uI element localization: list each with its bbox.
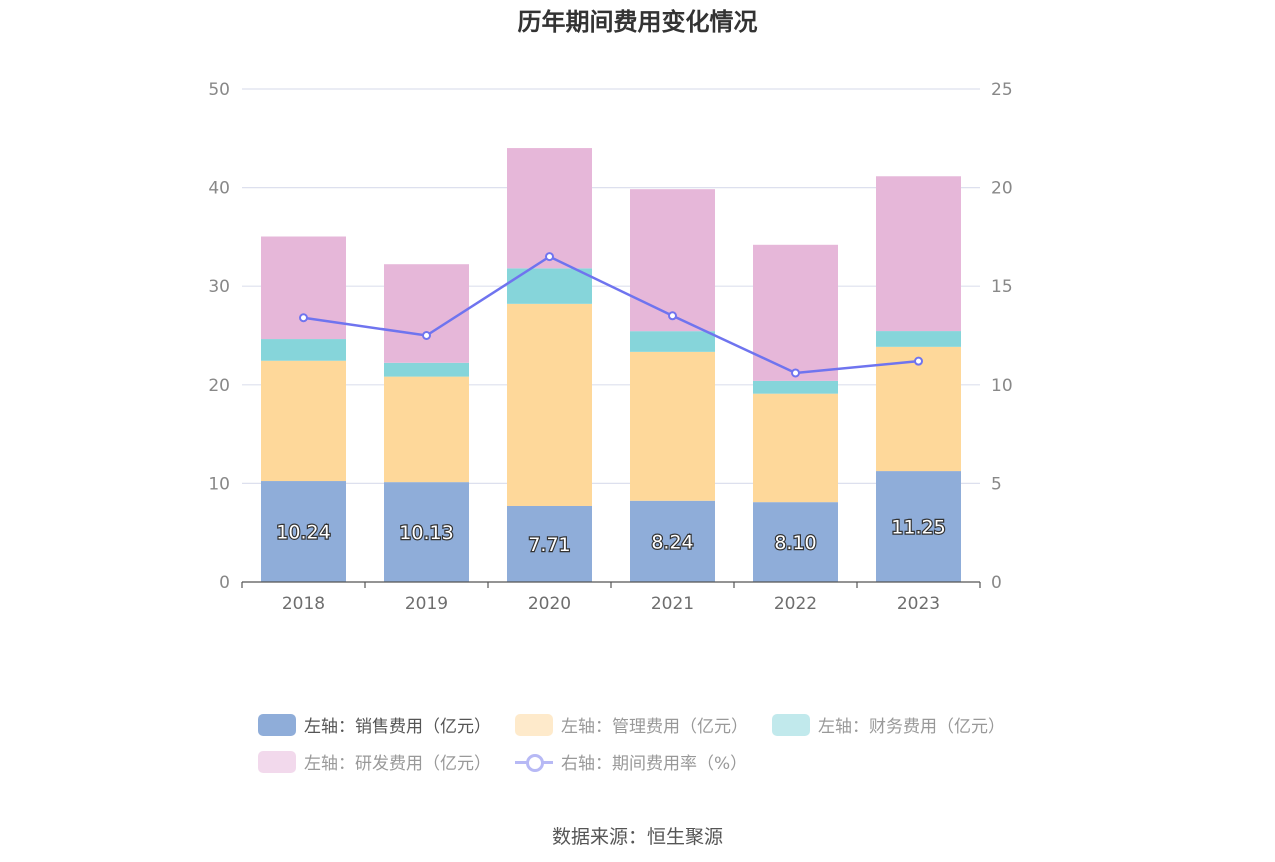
axes: 0 0 10 5 20 10 30 15 40 20 50 25 2018 2019 2020 2021 202… — [208, 80, 1012, 614]
admin-bar — [384, 376, 469, 483]
legend-label: 右轴：期间费用率（%） — [561, 754, 748, 774]
finance-bar — [261, 339, 346, 361]
rd-bar — [507, 148, 592, 269]
rd-bar — [876, 176, 961, 332]
sales-bar — [261, 481, 346, 582]
sales-bar — [876, 471, 961, 582]
rate-point — [668, 311, 677, 321]
chart-title: 历年期间费用变化情况 — [517, 8, 758, 36]
bar-legend-icon — [772, 713, 810, 736]
rd-bar — [384, 264, 469, 363]
x-tick-label: 2018 — [282, 594, 325, 614]
finance-bar — [630, 331, 715, 352]
left-y-tick-label: 20 — [208, 376, 230, 396]
right-y-tick-label: 5 — [991, 474, 1002, 494]
x-tick-label: 2023 — [897, 594, 940, 614]
sales-value-label: 11.25 — [891, 517, 945, 539]
admin-bar — [753, 393, 838, 503]
sales-bar — [753, 502, 838, 582]
sales-bar — [384, 482, 469, 582]
legend-label: 左轴：管理费用（亿元） — [561, 717, 748, 737]
legend-item[interactable]: 左轴：财务费用（亿元） — [772, 712, 1005, 737]
admin-bar — [507, 303, 592, 506]
rate-point — [791, 368, 800, 378]
rate-point — [422, 331, 431, 340]
rate-line-series — [299, 252, 923, 378]
legend-item[interactable]: 右轴：期间费用率（%） — [515, 749, 747, 774]
rate-line — [303, 255, 919, 375]
legend-label: 左轴：研发费用（亿元） — [304, 754, 491, 774]
x-tick-label: 2022 — [774, 594, 817, 614]
sales-value-label: 10.24 — [276, 522, 330, 544]
finance-bar — [384, 362, 469, 377]
x-tick-label: 2019 — [405, 594, 448, 614]
legend-label: 左轴：销售费用（亿元） — [304, 717, 491, 737]
rd-bar — [630, 189, 715, 332]
legend-item[interactable]: 左轴：研发费用（亿元） — [258, 749, 491, 774]
rd-bar — [261, 236, 346, 340]
left-y-tick-label: 0 — [219, 573, 230, 593]
rate-point — [545, 252, 554, 262]
admin-bar — [876, 346, 961, 472]
sales-value-label: 10.13 — [399, 522, 453, 544]
x-tick-label: 2020 — [528, 594, 571, 614]
bar-legend-icon — [515, 713, 553, 736]
legend-item[interactable]: 左轴：管理费用（亿元） — [515, 712, 748, 737]
bar-legend-icon — [258, 713, 296, 736]
right-y-tick-label: 20 — [991, 179, 1013, 199]
sales-value-label: 8.24 — [651, 531, 693, 553]
admin-bar — [261, 360, 346, 482]
line-legend-icon — [515, 751, 553, 773]
sales-bar — [630, 500, 715, 582]
legend: 左轴：销售费用（亿元） 左轴：管理费用（亿元） 左轴：财务费用（亿元） 左轴：研发费… — [258, 706, 1038, 780]
legend-item[interactable]: 左轴：销售费用（亿元） — [258, 712, 491, 737]
chart-canvas: 10.24 10.13 7.71 8.24 8.10 11.25 0 0 10 5 20 10 30 1… — [208, 80, 1012, 614]
rate-point — [914, 356, 923, 366]
bar-legend-icon — [258, 750, 296, 773]
sales-bar — [507, 505, 592, 582]
rd-bar — [753, 244, 838, 381]
sales-value-label: 8.10 — [774, 532, 816, 554]
x-tick-label: 2021 — [651, 594, 694, 614]
finance-bar — [753, 380, 838, 394]
sales-value-label: 7.71 — [528, 534, 570, 556]
rate-point — [299, 313, 308, 323]
bar-value-labels: 10.24 10.13 7.71 8.24 8.10 11.25 — [275, 515, 947, 557]
legend-label: 左轴：财务费用（亿元） — [818, 717, 1005, 737]
right-y-tick-label: 15 — [991, 277, 1013, 297]
finance-bar — [876, 331, 961, 347]
left-y-tick-label: 10 — [208, 474, 230, 494]
admin-bar — [630, 351, 715, 501]
finance-bar — [507, 268, 592, 304]
right-y-tick-label: 0 — [991, 573, 1002, 593]
right-y-tick-label: 25 — [991, 80, 1013, 100]
legend-row: 左轴：销售费用（亿元） 左轴：管理费用（亿元） 左轴：财务费用（亿元） — [258, 706, 1038, 743]
legend-row: 左轴：研发费用（亿元） 右轴：期间费用率（%） — [258, 743, 1038, 780]
left-y-tick-label: 40 — [208, 179, 230, 199]
right-y-tick-label: 10 — [991, 376, 1013, 396]
bar-stacks — [261, 148, 961, 582]
source-note: 数据来源：恒生聚源 — [551, 826, 723, 848]
left-y-tick-label: 50 — [208, 80, 230, 100]
left-y-tick-label: 30 — [208, 277, 230, 297]
